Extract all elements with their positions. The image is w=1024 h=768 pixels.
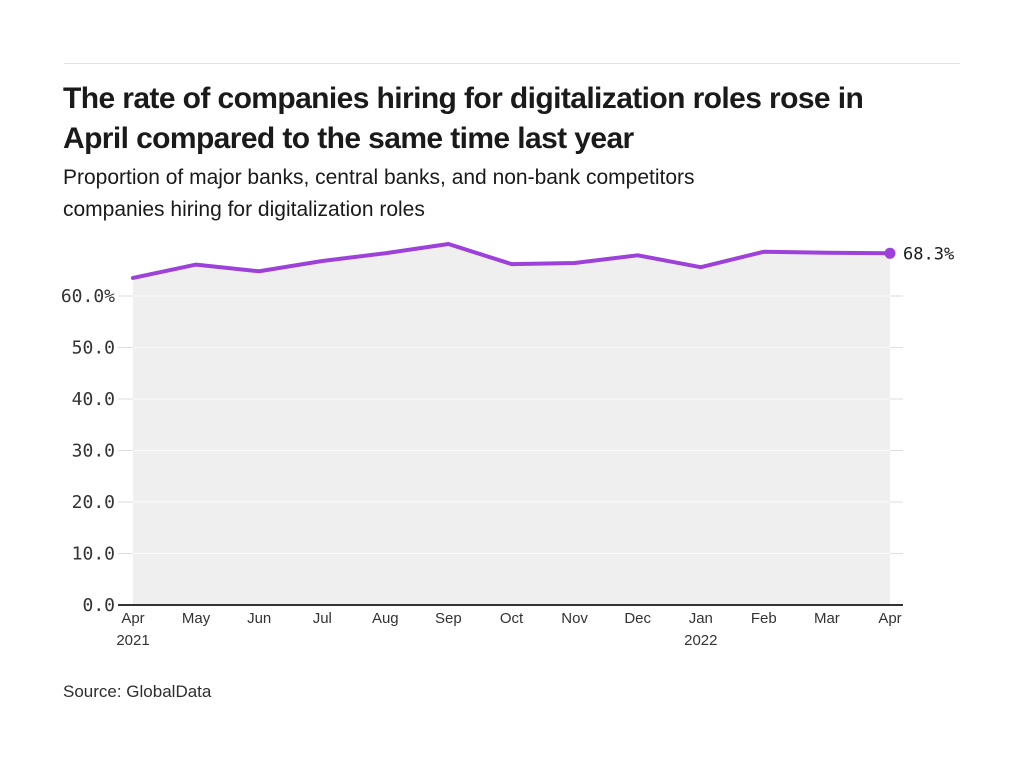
subtitle-line-1: Proportion of major banks, central banks… xyxy=(63,166,695,189)
x-tick-label: Jul xyxy=(313,610,332,627)
x-tick-label: Sep xyxy=(435,610,462,627)
end-point-dot xyxy=(884,247,896,259)
x-tick-label: Feb xyxy=(751,610,777,627)
y-tick-label: 50.0 xyxy=(72,338,115,359)
x-tick-label: Aug xyxy=(372,610,399,627)
area-fill xyxy=(133,243,890,606)
x-tick-label: May xyxy=(182,610,211,627)
chart-title: The rate of companies hiring for digital… xyxy=(63,79,973,159)
x-tick-label: Oct xyxy=(500,610,524,627)
source-note: Source: GlobalData xyxy=(63,682,212,701)
x-tick-label: Apr xyxy=(878,610,901,627)
end-value-label: 68.3% xyxy=(903,244,954,264)
x-tick-label: Jun xyxy=(247,610,271,627)
x-tick-label: Mar xyxy=(814,610,840,627)
x-tick-year-label: 2021 xyxy=(116,632,149,649)
x-tick-label: Dec xyxy=(624,610,651,627)
top-divider xyxy=(64,63,960,64)
y-tick-label: 40.0 xyxy=(72,389,115,410)
title-line-1: The rate of companies hiring for digital… xyxy=(63,82,864,115)
line-chart: 0.0 10.0 20.0 30.0 40.0 50.0 60.0% 68.3% Apr 2021… xyxy=(61,241,954,649)
y-tick-label: 20.0 xyxy=(72,492,115,513)
title-line-2: April compared to the same time last yea… xyxy=(63,122,634,155)
data-line xyxy=(131,241,892,280)
x-tick-label: Apr xyxy=(121,610,144,627)
chart-subtitle: Proportion of major banks, central banks… xyxy=(63,162,963,226)
x-tick-year-label: 2022 xyxy=(684,632,717,649)
x-tick-label: Nov xyxy=(561,610,588,627)
y-tick-label: 10.0 xyxy=(72,544,115,565)
y-tick-label: 0.0 xyxy=(82,595,115,616)
subtitle-line-2: companies hiring for digitalization role… xyxy=(63,198,425,221)
y-tick-label: 30.0 xyxy=(72,441,115,462)
x-tick-label: Jan xyxy=(689,610,713,627)
y-tick-label: 60.0% xyxy=(61,286,115,307)
